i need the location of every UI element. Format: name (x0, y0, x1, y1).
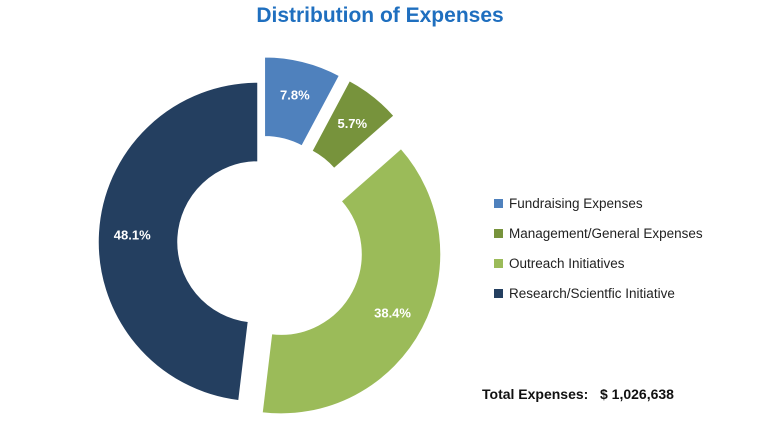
slice-fundraising-expenses (263, 56, 341, 148)
slice-label-fundraising-expenses: 7.8% (280, 88, 310, 103)
legend-item-fundraising-expenses: Fundraising Expenses (494, 188, 703, 218)
slice-label-management-general-expenses: 5.7% (337, 116, 367, 131)
slice-label-outreach-initiatives: 38.4% (374, 306, 411, 321)
legend-label: Management/General Expenses (509, 225, 703, 241)
total-expenses-value: $ 1,026,638 (600, 386, 674, 402)
legend-item-research-scientfic-initiative: Research/Scientfic Initiative (494, 278, 703, 308)
slice-management-general-expenses (310, 79, 396, 170)
donut-slices (97, 56, 442, 415)
slice-label-research-scientfic-initiative: 48.1% (114, 227, 151, 242)
legend-label: Outreach Initiatives (509, 255, 625, 271)
legend-item-management-general-expenses: Management/General Expenses (494, 218, 703, 248)
total-expenses: Total Expenses: $ 1,026,638 (482, 386, 674, 402)
legend-label: Fundraising Expenses (509, 195, 643, 211)
legend-swatch (494, 258, 503, 268)
donut-slice-labels: 7.8% 5.7% 38.4% 48.1% (114, 88, 412, 321)
slice-research-scientfic-initiative (97, 81, 259, 402)
legend-label: Research/Scientfic Initiative (509, 285, 675, 301)
legend-swatch (494, 228, 503, 238)
legend-swatch (494, 198, 503, 208)
legend-swatch (494, 288, 503, 298)
legend-item-outreach-initiatives: Outreach Initiatives (494, 248, 703, 278)
chart-legend: Fundraising Expenses Management/General E… (494, 188, 703, 308)
slice-outreach-initiatives (261, 147, 442, 415)
total-expenses-label: Total Expenses: (482, 386, 589, 402)
chart-title: Distribution of Expenses (256, 4, 504, 27)
